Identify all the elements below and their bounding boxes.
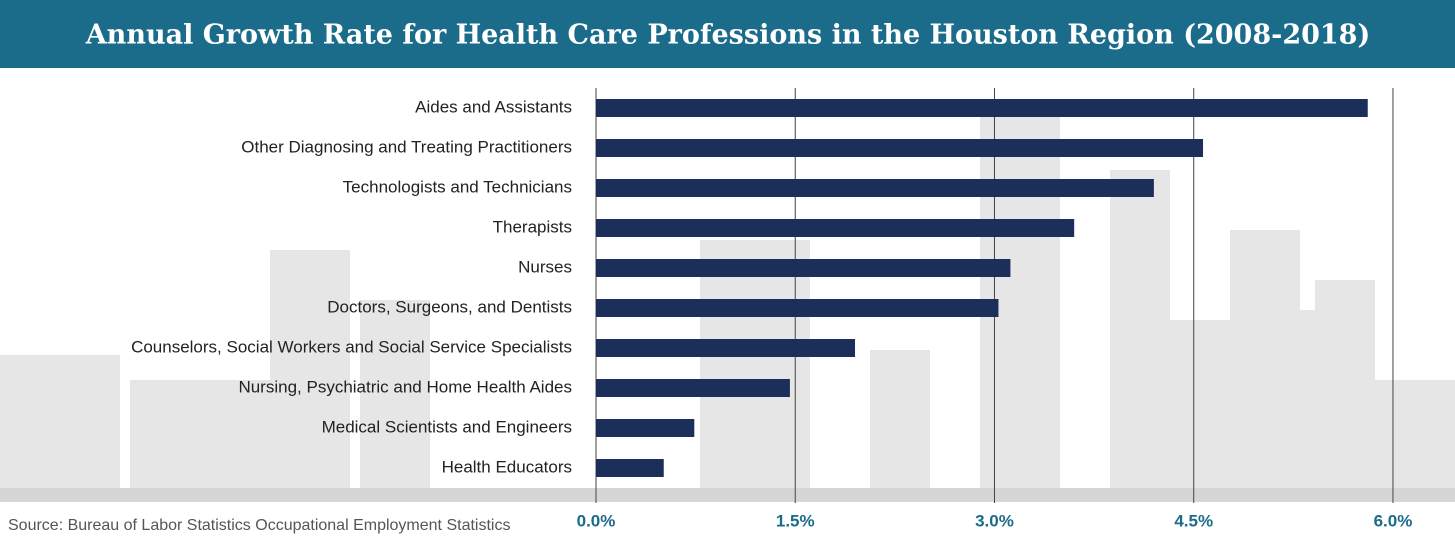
bar [596, 179, 1154, 197]
y-tick-label: Nurses [518, 257, 572, 276]
bar [596, 99, 1368, 117]
chart-title: Annual Growth Rate for Health Care Profe… [85, 20, 1371, 51]
x-tick-label: 3.0% [975, 511, 1014, 530]
y-tick-label: Technologists and Technicians [343, 177, 572, 196]
bar [596, 259, 1010, 277]
x-tick-label: 4.5% [1174, 511, 1213, 530]
x-tick-label: 1.5% [776, 511, 815, 530]
y-tick-label: Therapists [493, 217, 572, 236]
y-tick-label: Medical Scientists and Engineers [322, 417, 572, 436]
y-tick-label: Aides and Assistants [415, 97, 572, 116]
bar [596, 219, 1074, 237]
bar [596, 299, 998, 317]
bar [596, 459, 664, 477]
bar [596, 419, 694, 437]
bar [596, 339, 855, 357]
y-tick-label: Other Diagnosing and Treating Practition… [241, 137, 572, 156]
x-tick-label: 6.0% [1374, 511, 1413, 530]
chart: Annual Growth Rate for Health Care Profe… [0, 0, 1455, 545]
bar [596, 139, 1203, 157]
y-tick-label: Health Educators [442, 457, 572, 476]
y-tick-label: Counselors, Social Workers and Social Se… [131, 337, 572, 356]
source-note: Source: Bureau of Labor Statistics Occup… [8, 517, 510, 534]
y-tick-label: Doctors, Surgeons, and Dentists [327, 297, 572, 316]
x-tick-label: 0.0% [577, 511, 616, 530]
bar [596, 379, 790, 397]
y-tick-label: Nursing, Psychiatric and Home Health Aid… [238, 377, 572, 396]
